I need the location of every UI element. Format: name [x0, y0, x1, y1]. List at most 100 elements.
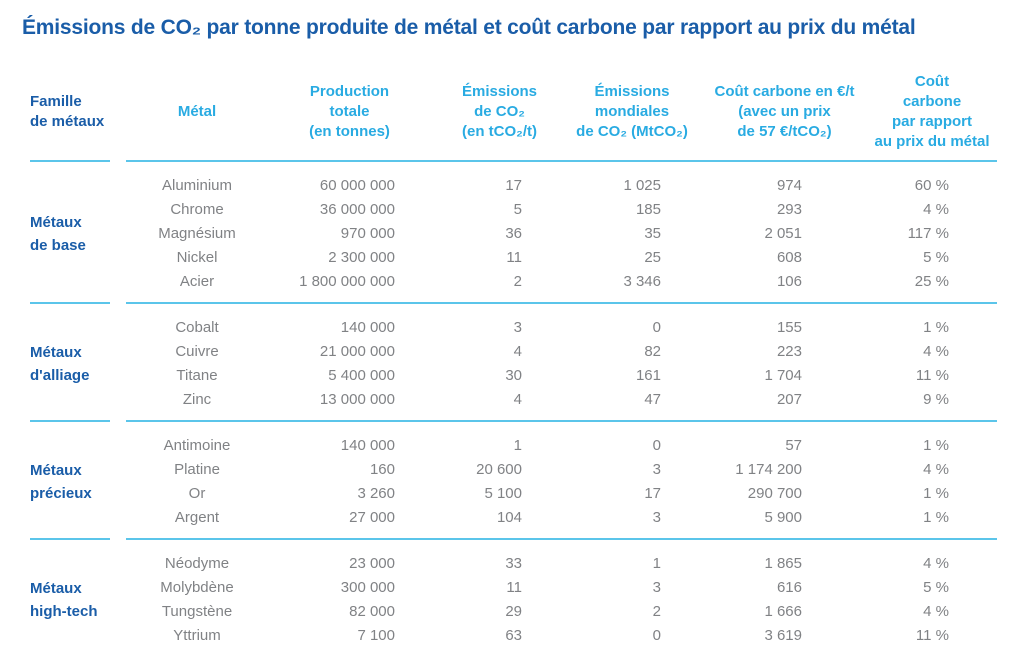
- group-label: Métaux précieux: [30, 462, 92, 502]
- cell-cout-carbone-pct: 11 %: [915, 367, 949, 384]
- column-header-cout-carbone: Coût carbone en €/t (avec un prix de 57 …: [714, 83, 855, 140]
- cell-cout-carbone: 155: [776, 319, 802, 336]
- metal-family-group: Métaux high-tech Néodyme 23 000 33 1 1 865 4 %…: [22, 540, 997, 656]
- cell-cout-carbone-pct: 4 %: [923, 603, 949, 620]
- cell-cout-carbone: 293: [776, 201, 802, 218]
- cell-cout-carbone-pct: 1 %: [923, 485, 949, 502]
- cell-cout-carbone-pct: 9 %: [923, 391, 949, 408]
- cell-emissions-co2: 2: [513, 273, 522, 290]
- cell-cout-carbone: 223: [776, 343, 802, 360]
- table-row: Platine 160 20 600 3 1 174 200 4 %: [132, 458, 997, 482]
- cell-metal: Platine: [174, 461, 220, 478]
- cell-cout-carbone-pct: 25 %: [914, 273, 949, 290]
- cell-cout-carbone: 1 704: [764, 367, 802, 384]
- metal-family-group: Métaux de base Aluminium 60 000 000 17 1 025…: [22, 162, 997, 302]
- column-header-emissions-co2: Émissions de CO₂ (en tCO₂/t): [461, 83, 538, 140]
- cell-production: 13 000 000: [319, 391, 395, 408]
- cell-production: 23 000: [349, 555, 395, 572]
- column-header-cout-carbone-pct: Coût carbone par rapport au prix du méta…: [874, 73, 990, 150]
- cell-metal: Aluminium: [161, 177, 233, 194]
- table-row: Argent 27 000 104 3 5 900 1 %: [132, 506, 997, 530]
- separator-segment: [30, 538, 110, 540]
- cell-emissions-mondiales: 82: [644, 343, 661, 360]
- cell-cout-carbone: 1 174 200: [735, 461, 802, 478]
- cell-emissions-mondiales: 47: [644, 391, 661, 408]
- column-header-metal: Métal: [177, 103, 217, 120]
- cell-emissions-mondiales: 3: [652, 509, 661, 526]
- separator-segment: [30, 160, 110, 162]
- cell-cout-carbone: 608: [776, 249, 802, 266]
- cell-production: 36 000 000: [319, 201, 395, 218]
- cell-production: 3 260: [357, 485, 395, 502]
- cell-emissions-co2: 20 600: [476, 461, 522, 478]
- group-rows: Néodyme 23 000 33 1 1 865 4 % Molybdène 300 000…: [132, 552, 997, 648]
- cell-cout-carbone: 290 700: [747, 485, 802, 502]
- group-rows: Antimoine 140 000 1 0 57 1 % Platine 160 20 600 3…: [132, 434, 997, 530]
- cell-emissions-co2: 29: [505, 603, 522, 620]
- cell-emissions-mondiales: 161: [635, 367, 661, 384]
- table-row: Néodyme 23 000 33 1 1 865 4 %: [132, 552, 997, 576]
- cell-metal: Nickel: [176, 249, 218, 266]
- cell-emissions-mondiales: 0: [652, 319, 661, 336]
- cell-metal: Cuivre: [175, 343, 219, 360]
- table-body: Métaux de base Aluminium 60 000 000 17 1 025…: [22, 162, 997, 656]
- metal-family-group: Métaux précieux Antimoine 140 000 1 0 57 1 % Pl…: [22, 422, 997, 538]
- cell-emissions-co2: 17: [505, 177, 522, 194]
- cell-emissions-co2: 1: [513, 437, 522, 454]
- cell-cout-carbone-pct: 4 %: [923, 343, 949, 360]
- table-header-row: Famille de métaux Métal Production total…: [22, 64, 997, 160]
- cell-production: 970 000: [340, 225, 395, 242]
- column-header-production: Production totale (en tonnes): [309, 83, 390, 140]
- separator-segment: [126, 420, 997, 422]
- group-label: Métaux de base: [30, 214, 86, 254]
- emissions-table: Famille de métaux Métal Production total…: [22, 64, 997, 656]
- separator-segment: [126, 160, 997, 162]
- table-row: Aluminium 60 000 000 17 1 025 974 60 %: [132, 174, 997, 198]
- cell-production: 27 000: [349, 509, 395, 526]
- cell-cout-carbone: 106: [776, 273, 802, 290]
- cell-metal: Zinc: [182, 391, 212, 408]
- table-row: Cuivre 21 000 000 4 82 223 4 %: [132, 340, 997, 364]
- cell-cout-carbone: 5 900: [764, 509, 802, 526]
- cell-metal: Cobalt: [175, 319, 219, 336]
- column-header-famille: Famille de métaux: [30, 93, 105, 130]
- table-row: Titane 5 400 000 30 161 1 704 11 %: [132, 364, 997, 388]
- cell-cout-carbone-pct: 1 %: [923, 437, 949, 454]
- cell-emissions-co2: 104: [496, 509, 522, 526]
- table-row: Antimoine 140 000 1 0 57 1 %: [132, 434, 997, 458]
- cell-cout-carbone-pct: 1 %: [923, 319, 949, 336]
- group-rows: Aluminium 60 000 000 17 1 025 974 60 % Chrome 3…: [132, 174, 997, 294]
- cell-production: 1 800 000 000: [299, 273, 395, 290]
- cell-metal: Tungstène: [161, 603, 233, 620]
- cell-emissions-mondiales: 3: [652, 579, 661, 596]
- cell-production: 140 000: [340, 437, 395, 454]
- cell-emissions-co2: 63: [505, 627, 522, 644]
- cell-emissions-mondiales: 25: [644, 249, 661, 266]
- cell-cout-carbone: 974: [776, 177, 802, 194]
- cell-emissions-co2: 4: [513, 343, 522, 360]
- table-row: Yttrium 7 100 63 0 3 619 11 %: [132, 624, 997, 648]
- cell-production: 7 100: [357, 627, 395, 644]
- cell-cout-carbone: 2 051: [764, 225, 802, 242]
- table-row: Tungstène 82 000 29 2 1 666 4 %: [132, 600, 997, 624]
- table-row: Zinc 13 000 000 4 47 207 9 %: [132, 388, 997, 412]
- group-separator: [22, 538, 997, 540]
- separator-segment: [30, 302, 110, 304]
- cell-emissions-mondiales: 2: [652, 603, 661, 620]
- cell-metal: Acier: [179, 273, 215, 290]
- cell-emissions-co2: 3: [513, 319, 522, 336]
- separator-segment: [126, 302, 997, 304]
- cell-cout-carbone: 207: [776, 391, 802, 408]
- cell-production: 82 000: [349, 603, 395, 620]
- cell-cout-carbone-pct: 117 %: [907, 225, 949, 242]
- cell-cout-carbone: 616: [776, 579, 802, 596]
- cell-cout-carbone-pct: 60 %: [914, 177, 949, 194]
- cell-cout-carbone-pct: 5 %: [923, 249, 949, 266]
- cell-cout-carbone: 1 865: [764, 555, 802, 572]
- cell-emissions-mondiales: 185: [635, 201, 661, 218]
- page-title: Émissions de CO₂ par tonne produite de m…: [22, 16, 916, 39]
- cell-metal: Or: [188, 485, 206, 502]
- separator-segment: [126, 538, 997, 540]
- cell-emissions-mondiales: 3 346: [623, 273, 661, 290]
